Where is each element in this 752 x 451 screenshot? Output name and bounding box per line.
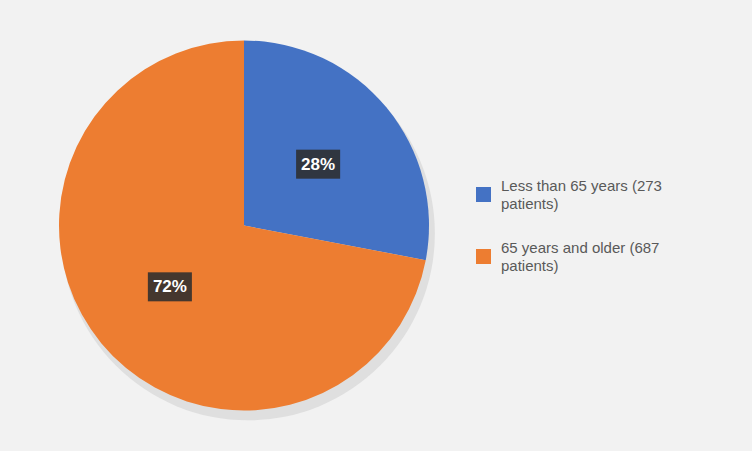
legend-item: 65 years and older (687patients) (476, 239, 659, 274)
slices (59, 41, 429, 411)
pie: 28% 72% (59, 41, 435, 421)
data-label: 28% (301, 155, 335, 174)
data-label: 72% (153, 277, 187, 296)
legend-label-line: Less than 65 years (273 (501, 177, 662, 194)
legend-label-line: patients) (501, 257, 559, 274)
slice (59, 41, 426, 411)
legend-swatch (476, 187, 491, 202)
legend-label: Less than 65 years (273patients) (501, 177, 662, 212)
legend-item: Less than 65 years (273patients) (476, 177, 662, 212)
data-label-box (296, 150, 340, 179)
legend-label-line: patients) (501, 195, 559, 212)
legend: Less than 65 years (273patients)65 years… (476, 177, 662, 274)
legend-label: 65 years and older (687patients) (501, 239, 659, 274)
legend-swatch (476, 249, 491, 264)
legend-label-line: 65 years and older (687 (501, 239, 659, 256)
data-label-box (148, 272, 192, 301)
data-labels: 28% 72% (148, 150, 340, 302)
chart: 28%72%Less than 65 years (273patients)65… (0, 0, 752, 451)
slice (244, 41, 429, 261)
background (0, 0, 752, 451)
